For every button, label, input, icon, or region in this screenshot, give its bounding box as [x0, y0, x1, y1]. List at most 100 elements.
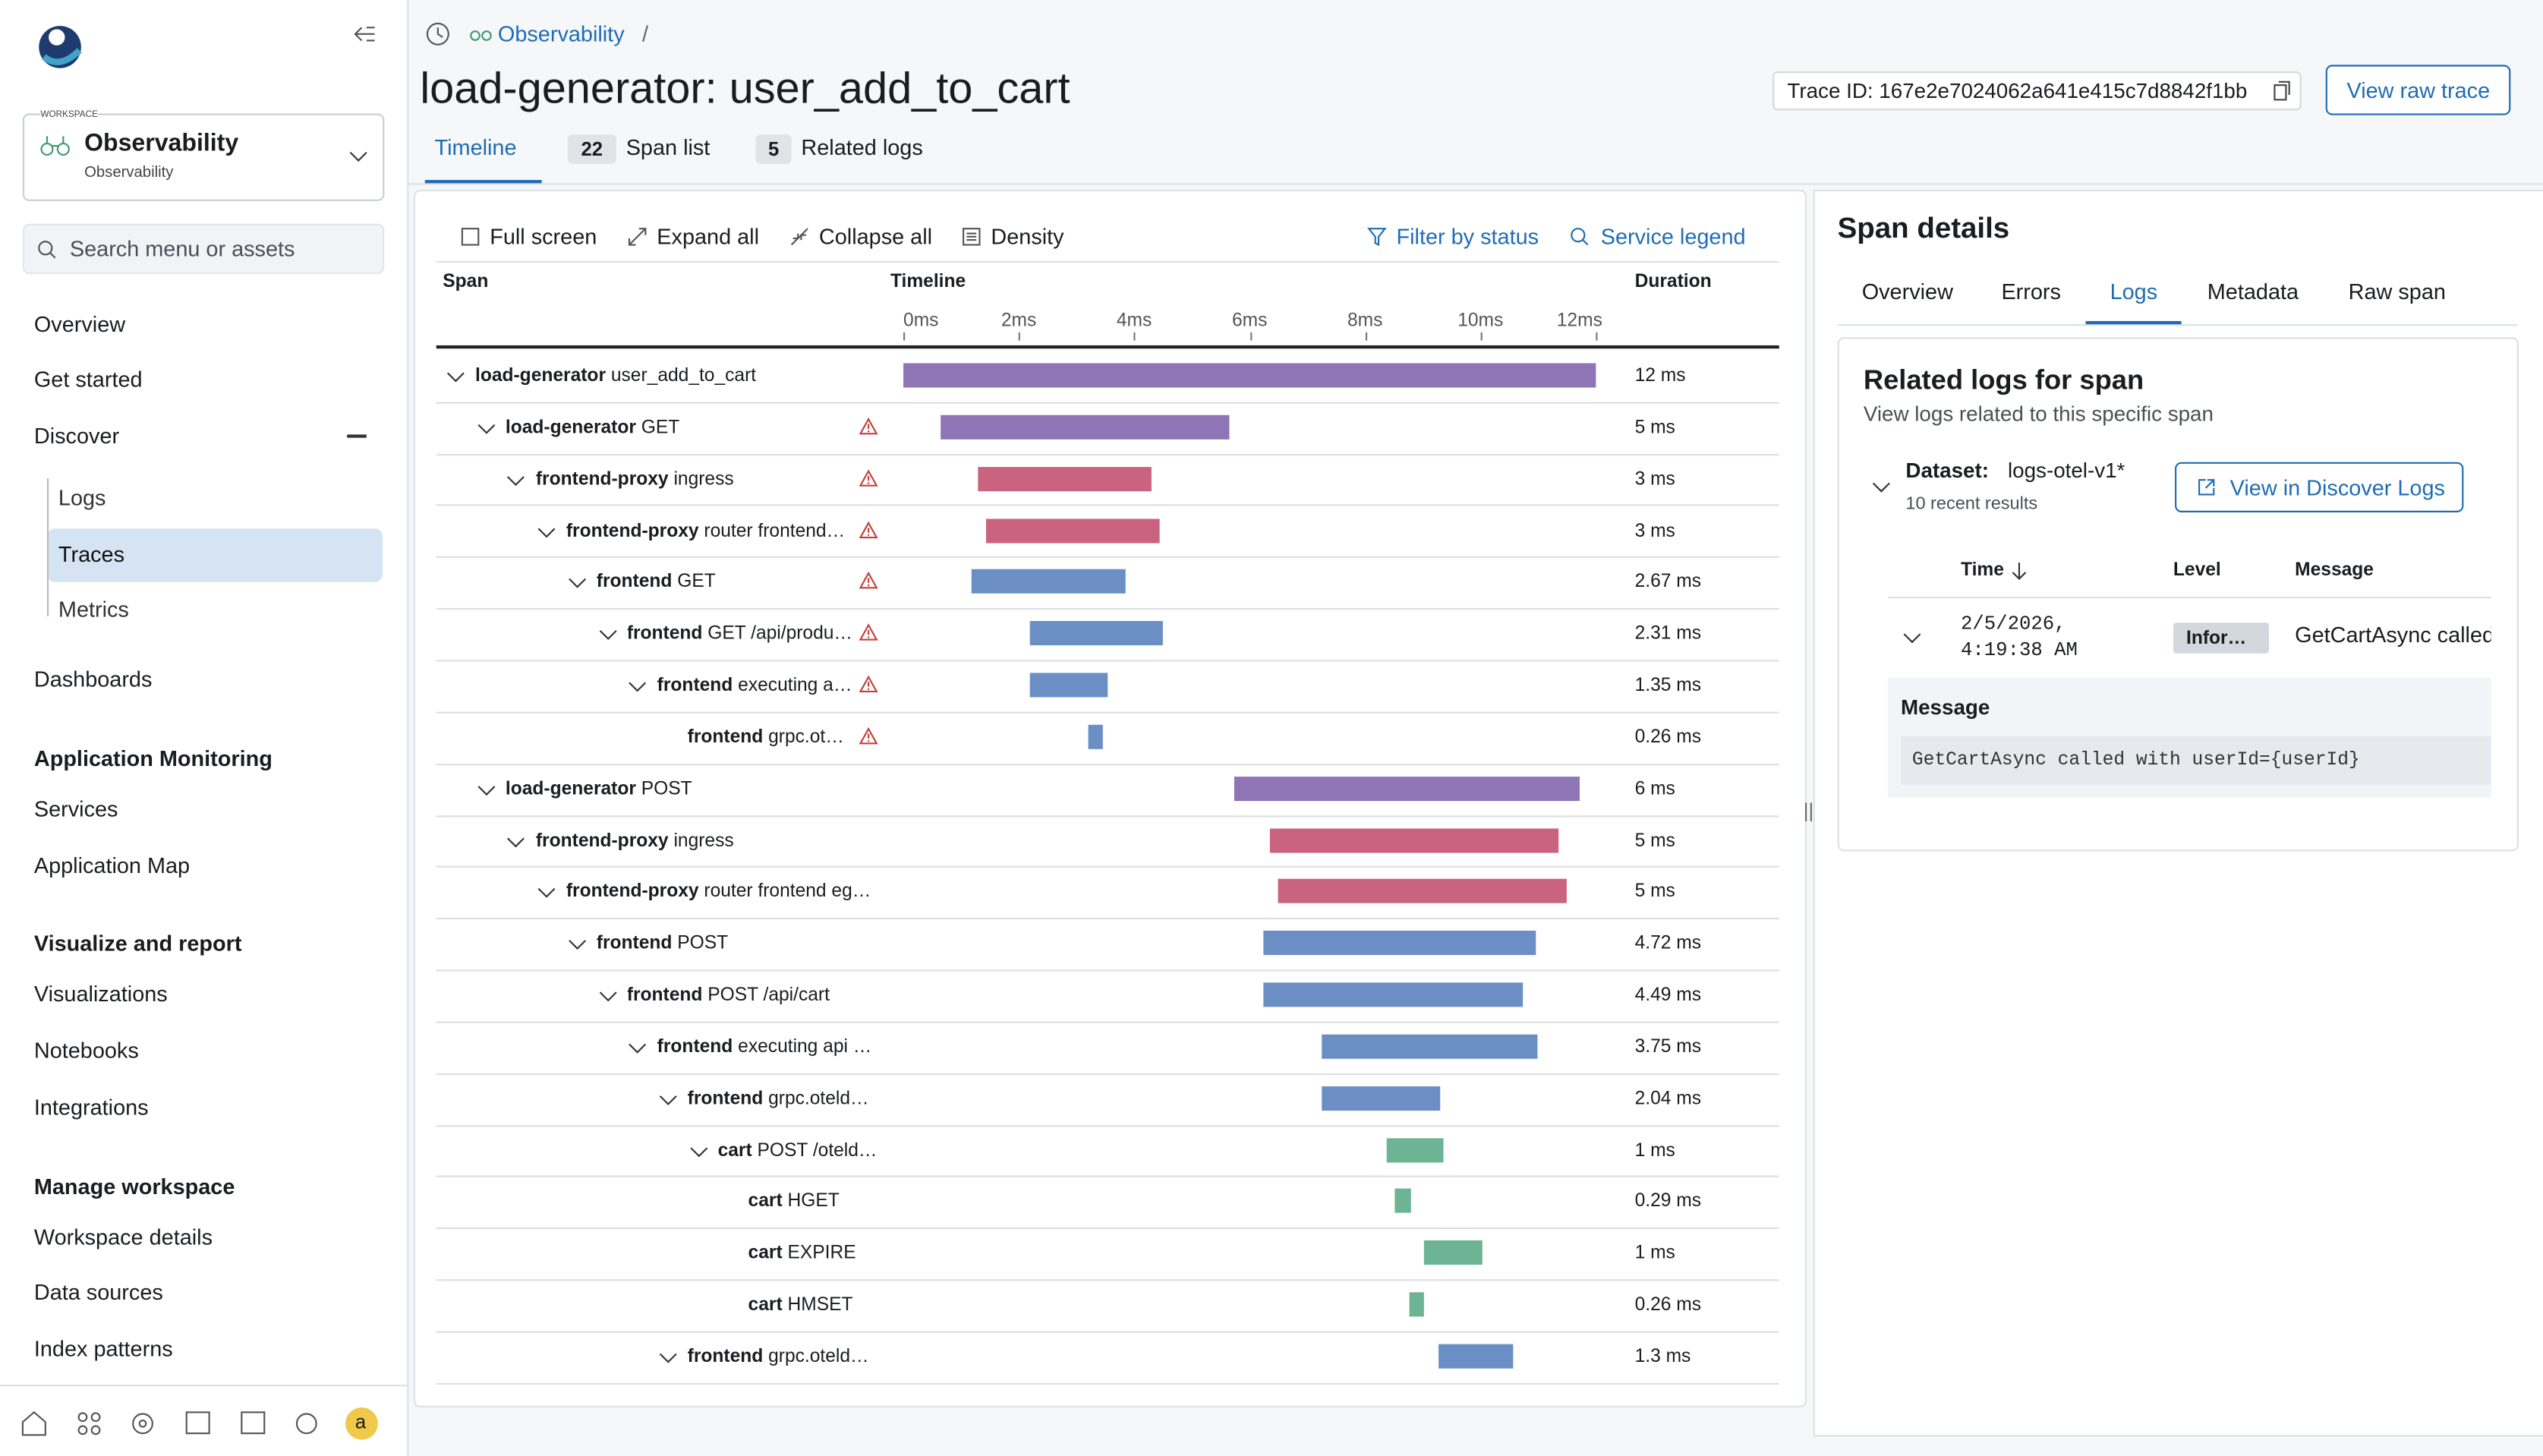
span-bar[interactable]	[941, 414, 1230, 440]
expand-chevron[interactable]	[628, 1042, 648, 1054]
span-row[interactable]: frontend-proxy router frontend eg… 5 ms	[436, 866, 1779, 920]
span-bar[interactable]	[1408, 1292, 1424, 1317]
details-tab[interactable]: Logs	[2110, 279, 2158, 304]
span-bar[interactable]	[1394, 1189, 1412, 1214]
span-row[interactable]: frontend grpc.oteld… 2.04 ms	[436, 1073, 1779, 1127]
expand-chevron[interactable]	[567, 939, 587, 950]
toolbar-icon[interactable]	[461, 227, 481, 247]
span-bar[interactable]	[1438, 1344, 1514, 1369]
toolbar-icon[interactable]	[962, 227, 982, 247]
expand-chevron[interactable]	[476, 784, 496, 796]
toolbar-button[interactable]: Expand all	[657, 224, 759, 249]
expand-chevron[interactable]	[506, 836, 526, 847]
expand-chevron[interactable]	[658, 1352, 678, 1363]
span-bar[interactable]	[1278, 879, 1567, 904]
span-row[interactable]: frontend executing api … 3.75 ms	[436, 1021, 1779, 1075]
span-row[interactable]: frontend grpc.oteld… 1.3 ms	[436, 1331, 1779, 1385]
breadcrumb[interactable]: Observability	[497, 21, 625, 46]
span-bar[interactable]	[1269, 827, 1558, 852]
details-tab[interactable]: Errors	[2001, 279, 2061, 304]
nav-item[interactable]: Logs	[58, 485, 106, 510]
nav-item[interactable]: Traces	[58, 542, 125, 567]
span-bar[interactable]	[1263, 931, 1536, 956]
nav-item[interactable]: Metrics	[58, 597, 129, 622]
span-row[interactable]: frontend GET 2.67 ms	[436, 556, 1779, 610]
span-row[interactable]: cart EXPIRE 1 ms	[436, 1228, 1779, 1281]
span-bar[interactable]	[1029, 621, 1164, 646]
expand-chevron[interactable]	[597, 629, 617, 641]
workspace-select[interactable]: WORKSPACE Observability Observability	[22, 110, 385, 201]
span-row[interactable]: frontend POST /api/cart 4.49 ms	[436, 969, 1779, 1023]
details-tab[interactable]: Overview	[1861, 279, 1953, 304]
expand-chevron[interactable]	[689, 1146, 708, 1157]
expand-chevron[interactable]	[506, 474, 526, 486]
nav-item[interactable]: Dashboards	[33, 667, 153, 692]
nav-item[interactable]: Integrations	[33, 1095, 149, 1120]
toolbar-button[interactable]: Collapse all	[818, 224, 933, 249]
tab[interactable]: Timeline	[434, 135, 517, 160]
span-row[interactable]: cart HMSET 0.26 ms	[436, 1279, 1779, 1333]
nav-item[interactable]: Workspace details	[33, 1224, 213, 1249]
span-bar[interactable]	[1029, 673, 1108, 698]
span-bar[interactable]	[1322, 1086, 1440, 1111]
span-row[interactable]: frontend grpc.ot… 0.26 ms	[436, 711, 1779, 765]
chevron[interactable]	[1902, 632, 1922, 644]
search-box[interactable]: Search menu or assets	[22, 223, 385, 274]
nav-item[interactable]: Services	[33, 796, 118, 821]
span-row[interactable]: frontend POST 4.72 ms	[436, 918, 1779, 972]
nav-item[interactable]: Data sources	[33, 1280, 163, 1305]
nav-item[interactable]: Index patterns	[33, 1336, 173, 1361]
expand-chevron[interactable]	[476, 423, 496, 434]
discover-button[interactable]: View in Discover Logs	[2175, 462, 2464, 512]
span-row[interactable]: frontend executing a… 1.35 ms	[436, 660, 1779, 714]
legend-icon[interactable]	[1570, 227, 1590, 247]
expand-chevron[interactable]	[658, 1094, 678, 1105]
nav-item[interactable]: Overview	[33, 312, 126, 337]
tab[interactable]: Related logs	[801, 135, 923, 160]
view-raw-button[interactable]: View raw trace	[2325, 65, 2511, 115]
details-tab[interactable]: Raw span	[2348, 279, 2446, 304]
span-row[interactable]: frontend-proxy router frontend… 3 ms	[436, 505, 1779, 559]
nav-section[interactable]: Discover	[33, 424, 120, 449]
collapse-icon[interactable]	[354, 24, 377, 44]
span-row[interactable]: load-generator POST 6 ms	[436, 763, 1779, 817]
span-row[interactable]: frontend GET /api/produ… 2.31 ms	[436, 608, 1779, 662]
span-bar[interactable]	[1234, 776, 1580, 801]
chevron[interactable]	[1872, 481, 1892, 493]
details-tab[interactable]: Metadata	[2207, 279, 2299, 304]
span-bar[interactable]	[1386, 1137, 1445, 1162]
span-bar[interactable]	[971, 569, 1126, 594]
expand-chevron[interactable]	[537, 526, 556, 537]
span-bar[interactable]	[1088, 724, 1104, 749]
span-row[interactable]: cart HGET 0.29 ms	[436, 1176, 1779, 1230]
sort-icon[interactable]	[2011, 563, 2027, 581]
splitter[interactable]: ||	[1803, 799, 1814, 822]
span-row[interactable]: cart POST /oteld… 1 ms	[436, 1124, 1779, 1178]
span-bar[interactable]	[1322, 1034, 1539, 1059]
collapse-minus[interactable]	[347, 434, 367, 437]
span-row[interactable]: load-generator user_add_to_cart 12 ms	[436, 350, 1779, 404]
expand-chevron[interactable]	[628, 681, 648, 692]
expand-chevron[interactable]	[567, 578, 587, 589]
toolbar-icon[interactable]	[789, 227, 809, 247]
copy-icon[interactable]	[2274, 80, 2290, 101]
span-row[interactable]: frontend-proxy ingress 5 ms	[436, 815, 1779, 868]
nav-item[interactable]: Notebooks	[33, 1038, 139, 1064]
toolbar-button[interactable]: Density	[991, 224, 1064, 249]
filter-button[interactable]: Filter by status	[1396, 224, 1539, 249]
toolbar-button[interactable]: Full screen	[490, 224, 597, 249]
span-bar[interactable]	[1263, 982, 1523, 1007]
legend-button[interactable]: Service legend	[1600, 224, 1746, 249]
toolbar-icon[interactable]	[628, 227, 648, 247]
span-row[interactable]: load-generator GET 5 ms	[436, 402, 1779, 455]
filter-icon[interactable]	[1366, 227, 1387, 247]
avatar[interactable]: a	[355, 1410, 367, 1434]
expand-chevron[interactable]	[597, 991, 617, 1002]
expand-chevron[interactable]	[537, 887, 556, 899]
span-bar[interactable]	[1423, 1240, 1482, 1265]
nav-item[interactable]: Application Map	[33, 852, 191, 878]
bottom-icons[interactable]	[20, 1407, 378, 1440]
history-icon[interactable]	[425, 21, 451, 47]
span-bar[interactable]	[985, 518, 1159, 543]
nav-item[interactable]: Get started	[33, 367, 143, 392]
